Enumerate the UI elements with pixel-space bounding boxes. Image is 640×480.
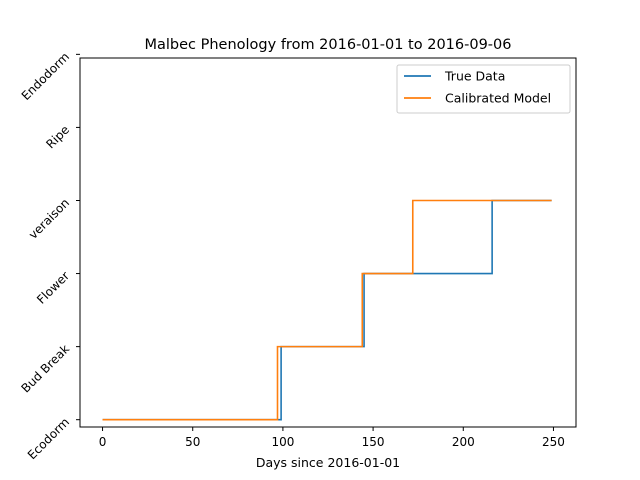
x-axis-label: Days since 2016-01-01 [256, 455, 400, 470]
legend-entry: Calibrated Model [445, 91, 551, 106]
x-tick-label: 200 [452, 435, 475, 449]
plot-frame [79, 57, 577, 428]
x-axis-ticks: 0 50 100 150 200 250 [99, 427, 565, 449]
y-tick-label: Flower [34, 269, 72, 307]
y-axis-ticks: Ecodorm Bud Break Flower veraison Ripe Endodo… [18, 50, 80, 462]
plot-lines [102, 199, 552, 421]
legend-entry: True Data [444, 69, 505, 84]
x-tick-label: 250 [542, 435, 565, 449]
x-tick-label: 0 [99, 435, 107, 449]
x-tick-label: 150 [362, 435, 385, 449]
x-tick-label: 100 [271, 435, 294, 449]
y-tick-label: Endodorm [19, 50, 72, 103]
legend-box [396, 64, 571, 114]
series-line-1 [102, 199, 552, 421]
series-line-2 [102, 199, 552, 421]
y-tick-label: Ecodorm [25, 415, 72, 462]
y-tick-label: veraison [26, 196, 72, 242]
legend: True Data Calibrated Model [396, 64, 571, 114]
y-tick-label: Ripe [43, 123, 72, 152]
x-tick-label: 50 [185, 435, 200, 449]
y-tick-label: Bud Break [18, 342, 72, 396]
chart-title: Malbec Phenology from 2016-01-01 to 2016… [144, 37, 511, 53]
